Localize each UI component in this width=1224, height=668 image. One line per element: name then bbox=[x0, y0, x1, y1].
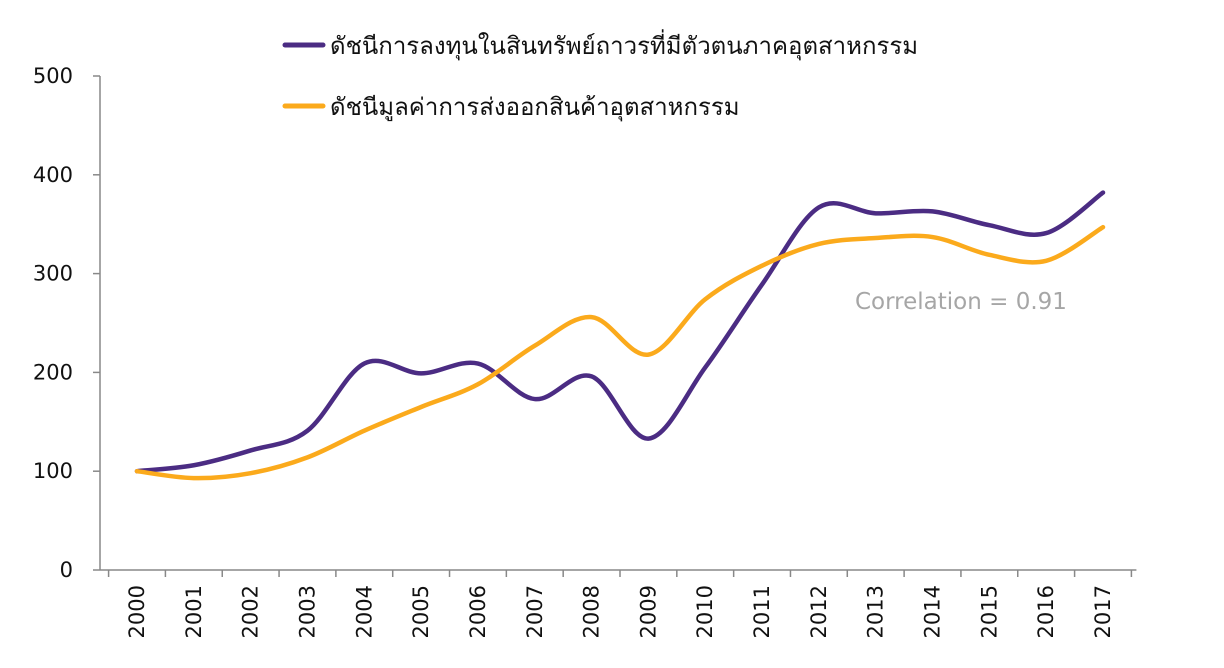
series-lines bbox=[134, 190, 1106, 481]
legend-label-2: ดัชนีมูลค่าการส่งออกสินค้าอุตสาหกรรม bbox=[330, 93, 740, 122]
x-tick-label: 2005 bbox=[409, 585, 433, 638]
x-tick-label: 2016 bbox=[1034, 585, 1058, 638]
legend-label-1: ดัชนีการลงทุนในสินทรัพย์ถาวรที่มีตัวตนภา… bbox=[330, 29, 918, 61]
correlation-annotation: Correlation = 0.91 bbox=[855, 289, 1067, 315]
y-tick-label: 400 bbox=[33, 163, 73, 187]
x-tick-label: 2009 bbox=[636, 585, 660, 638]
y-tick-label: 100 bbox=[33, 459, 73, 483]
x-tick-label: 2007 bbox=[523, 585, 547, 638]
y-tick-label: 500 bbox=[33, 64, 73, 88]
y-tick-label: 300 bbox=[33, 262, 73, 286]
x-tick-label: 2003 bbox=[295, 585, 319, 638]
x-tick-label: 2001 bbox=[182, 585, 206, 638]
x-tick-label: 2000 bbox=[125, 585, 149, 638]
x-tick-label: 2008 bbox=[580, 585, 604, 638]
x-tick-label: 2015 bbox=[977, 585, 1001, 638]
series-line-1 bbox=[134, 190, 1106, 474]
x-tick-label: 2017 bbox=[1091, 585, 1115, 638]
x-tick-label: 2002 bbox=[239, 585, 263, 638]
series-line-2 bbox=[134, 224, 1106, 481]
x-tick-label: 2013 bbox=[864, 585, 888, 638]
y-tick-label: 200 bbox=[33, 360, 73, 384]
legend: ดัชนีการลงทุนในสินทรัพย์ถาวรที่มีตัวตนภา… bbox=[282, 29, 918, 122]
y-tick-label: 0 bbox=[60, 558, 73, 582]
x-tick-label: 2014 bbox=[921, 585, 945, 638]
x-tick-label: 2004 bbox=[352, 585, 376, 638]
x-tick-label: 2011 bbox=[750, 585, 774, 638]
x-tick-label: 2012 bbox=[807, 585, 831, 638]
x-tick-label: 2006 bbox=[466, 585, 490, 638]
x-tick-label: 2010 bbox=[693, 585, 717, 638]
axes: 0 100 200 300 400 500 2000 2001 2002 2003 2004 2005… bbox=[33, 64, 1137, 638]
